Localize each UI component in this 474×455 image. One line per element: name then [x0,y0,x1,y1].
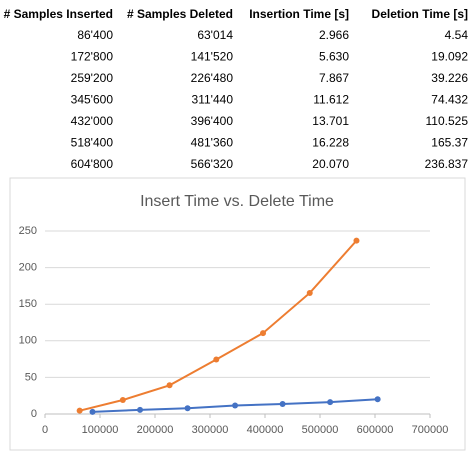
data-point [166,382,173,389]
table-cell: 110.525 [426,114,469,128]
table-cell: 7.867 [319,71,349,85]
table-cell: 74.432 [431,93,468,107]
x-tick-label: 0 [42,424,48,436]
table-cell: 4.54 [445,28,469,42]
x-tick-label: 500000 [302,424,339,436]
y-tick-label: 250 [19,225,37,237]
data-point [76,407,83,414]
table-cell: 39.226 [431,71,468,85]
table-cell: 11.612 [313,93,349,107]
table-cell: 236.837 [425,157,469,171]
table-cell: 481'360 [191,136,234,150]
table-header: # Samples Deleted [127,7,233,21]
table-cell: 566'320 [191,157,234,171]
table-cell: 604'800 [71,157,114,171]
table-cell: 86'400 [77,28,113,42]
x-tick-label: 700000 [412,424,449,436]
x-tick-label: 100000 [82,424,119,436]
x-tick-label: 400000 [247,424,284,436]
table-header: Insertion Time [s] [249,7,349,21]
data-point [279,400,286,407]
data-point [184,405,191,412]
x-tick-label: 300000 [192,424,229,436]
data-point [374,396,381,403]
table-header: # Samples Inserted [4,7,113,21]
table-cell: 226'480 [191,71,234,85]
table-header: Deletion Time [s] [372,7,468,21]
data-point [353,237,360,244]
table-cell: 165.37 [431,136,468,150]
table-cell: 141'520 [191,50,234,64]
table-cell: 16.228 [312,136,349,150]
table-cell: 13.701 [312,114,349,128]
data-point [89,408,96,415]
data-point [213,356,220,363]
table-cell: 518'400 [71,136,114,150]
y-tick-label: 200 [19,262,37,274]
table-cell: 396'400 [191,114,234,128]
x-tick-label: 200000 [137,424,174,436]
y-tick-label: 150 [19,298,37,310]
data-point [327,399,334,406]
data-point [137,406,144,413]
table-cell: 20.070 [312,157,349,171]
data-point [260,330,267,337]
table-cell: 19.092 [431,50,468,64]
chart-title: Insert Time vs. Delete Time [140,193,334,210]
y-tick-label: 0 [31,408,37,420]
table-cell: 259'200 [71,71,114,85]
table-cell: 432'000 [71,114,114,128]
table-cell: 2.966 [319,28,349,42]
data-point [232,402,239,409]
x-tick-label: 600000 [357,424,394,436]
table-cell: 311'440 [192,93,234,107]
data-point [306,289,313,296]
table-cell: 345'600 [71,93,114,107]
table-cell: 5.630 [319,50,349,64]
data-point [119,397,126,404]
y-tick-label: 100 [19,335,37,347]
table-cell: 172'800 [71,50,114,64]
y-tick-label: 50 [25,371,37,383]
table-cell: 63'014 [197,28,233,42]
